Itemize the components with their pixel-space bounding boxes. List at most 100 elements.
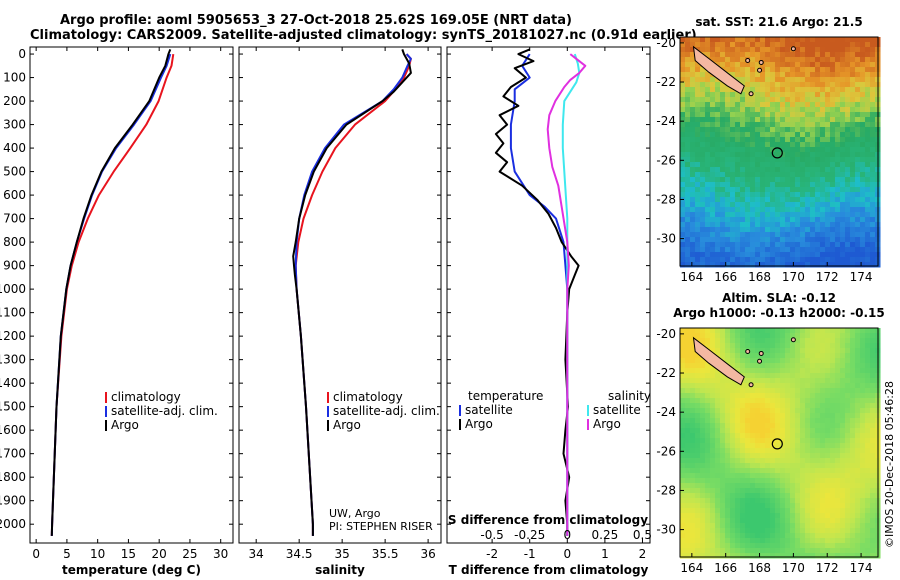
- sst_map-cell: [705, 242, 711, 248]
- sst_map-cell: [710, 247, 716, 253]
- sla_map-cell: [855, 363, 861, 369]
- sla_map-cell: [840, 493, 846, 499]
- sst_map-cell: [840, 97, 846, 103]
- sla_map-cell: [685, 448, 691, 454]
- sla_map-cell: [690, 548, 696, 554]
- sla_map-cell: [750, 553, 756, 559]
- sla_map-cell: [735, 403, 741, 409]
- sst_map-cell: [680, 202, 686, 208]
- sst_map-cell: [755, 42, 761, 48]
- sst_map-cell: [825, 107, 831, 113]
- sst_map-cell: [870, 37, 876, 43]
- sst_map-cell: [695, 42, 701, 48]
- sla_map-cell: [720, 333, 726, 339]
- sst_map-cell: [815, 257, 821, 263]
- sla_map-cell: [770, 523, 776, 529]
- sla_map-xtick-label: 172: [816, 561, 839, 575]
- sla_map-cell: [785, 513, 791, 519]
- sla_map-cell: [835, 358, 841, 364]
- sst_map-cell: [800, 52, 806, 58]
- sal-annotation-2: PI: STEPHEN RISER: [329, 520, 433, 533]
- sst_map-cell: [795, 92, 801, 98]
- sla_map-cell: [755, 383, 761, 389]
- sla_map-cell: [725, 428, 731, 434]
- sst_map-cell: [760, 102, 766, 108]
- sla_map-cell: [725, 543, 731, 549]
- sst_map-cell: [770, 77, 776, 83]
- sla_map-cell: [710, 343, 716, 349]
- sst_map-cell: [835, 97, 841, 103]
- sla_map-cell: [770, 458, 776, 464]
- sla_map-cell: [780, 438, 786, 444]
- temperature-ytick-label: 1800: [0, 470, 26, 484]
- sla_map-cell: [870, 408, 876, 414]
- sla_map-cell: [765, 448, 771, 454]
- sla_map-cell: [680, 378, 686, 384]
- sst_map-cell: [805, 102, 811, 108]
- sst_map-cell: [730, 67, 736, 73]
- sla_map-cell: [690, 528, 696, 534]
- sst_map-cell: [720, 87, 726, 93]
- sla_map-cell: [760, 423, 766, 429]
- sst_map-cell: [750, 137, 756, 143]
- sst_map-cell: [820, 147, 826, 153]
- sst_map-cell: [740, 92, 746, 98]
- sla_map-cell: [725, 538, 731, 544]
- sla_map-cell: [760, 338, 766, 344]
- sst_map-cell: [745, 132, 751, 138]
- sst_map-cell: [800, 67, 806, 73]
- sst_map-cell: [825, 87, 831, 93]
- sla_map-cell: [855, 538, 861, 544]
- sst_map-cell: [810, 112, 816, 118]
- sla_map-cell: [735, 543, 741, 549]
- sst_map-cell: [680, 187, 686, 193]
- sla_map-cell: [705, 513, 711, 519]
- sla_map-cell: [700, 438, 706, 444]
- diff-s-tick-label: 0.5: [633, 528, 652, 542]
- sla_map-cell: [695, 423, 701, 429]
- sla_map-cell: [730, 453, 736, 459]
- sla_map-cell: [760, 358, 766, 364]
- sla_map-cell: [830, 383, 836, 389]
- sla_map-cell: [840, 358, 846, 364]
- sla_map-cell: [870, 378, 876, 384]
- sst_map-cell: [745, 182, 751, 188]
- sst_map-cell: [775, 37, 781, 43]
- sla_map-cell: [775, 453, 781, 459]
- sla_map-cell: [780, 413, 786, 419]
- sst_map-cell: [765, 122, 771, 128]
- sst_map-cell: [810, 212, 816, 218]
- sst_map-cell: [775, 142, 781, 148]
- sst_map-cell: [730, 262, 736, 268]
- sla_map-cell: [805, 498, 811, 504]
- sst_map-cell: [705, 257, 711, 263]
- sla_map-cell: [725, 513, 731, 519]
- sla_map-cell: [750, 468, 756, 474]
- sst_map-cell: [845, 137, 851, 143]
- sla_map-cell: [735, 448, 741, 454]
- sst_map-cell: [735, 157, 741, 163]
- sst_map-cell: [825, 197, 831, 203]
- sst_map-cell: [705, 172, 711, 178]
- sla_map-cell: [765, 548, 771, 554]
- sla_map-cell: [730, 423, 736, 429]
- sst_map-cell: [820, 172, 826, 178]
- sst_map-cell: [770, 92, 776, 98]
- sla_map-cell: [760, 388, 766, 394]
- sst_map-cell: [685, 137, 691, 143]
- sla_map-cell: [840, 543, 846, 549]
- sla_map-cell: [720, 453, 726, 459]
- sst_map-cell: [810, 102, 816, 108]
- sla_map-cell: [830, 518, 836, 524]
- sla_map-cell: [825, 453, 831, 459]
- sst_map-cell: [735, 192, 741, 198]
- sla_map-cell: [860, 503, 866, 509]
- diff-legend-s-argo-label: Argo: [593, 417, 621, 431]
- sst_map-cell: [705, 147, 711, 153]
- sst_map-cell: [845, 82, 851, 88]
- sla_map-cell: [855, 478, 861, 484]
- sla_map-cell: [790, 498, 796, 504]
- temperature-ytick-label: 2000: [0, 517, 26, 531]
- sla_map-cell: [815, 468, 821, 474]
- sla_map-cell: [705, 478, 711, 484]
